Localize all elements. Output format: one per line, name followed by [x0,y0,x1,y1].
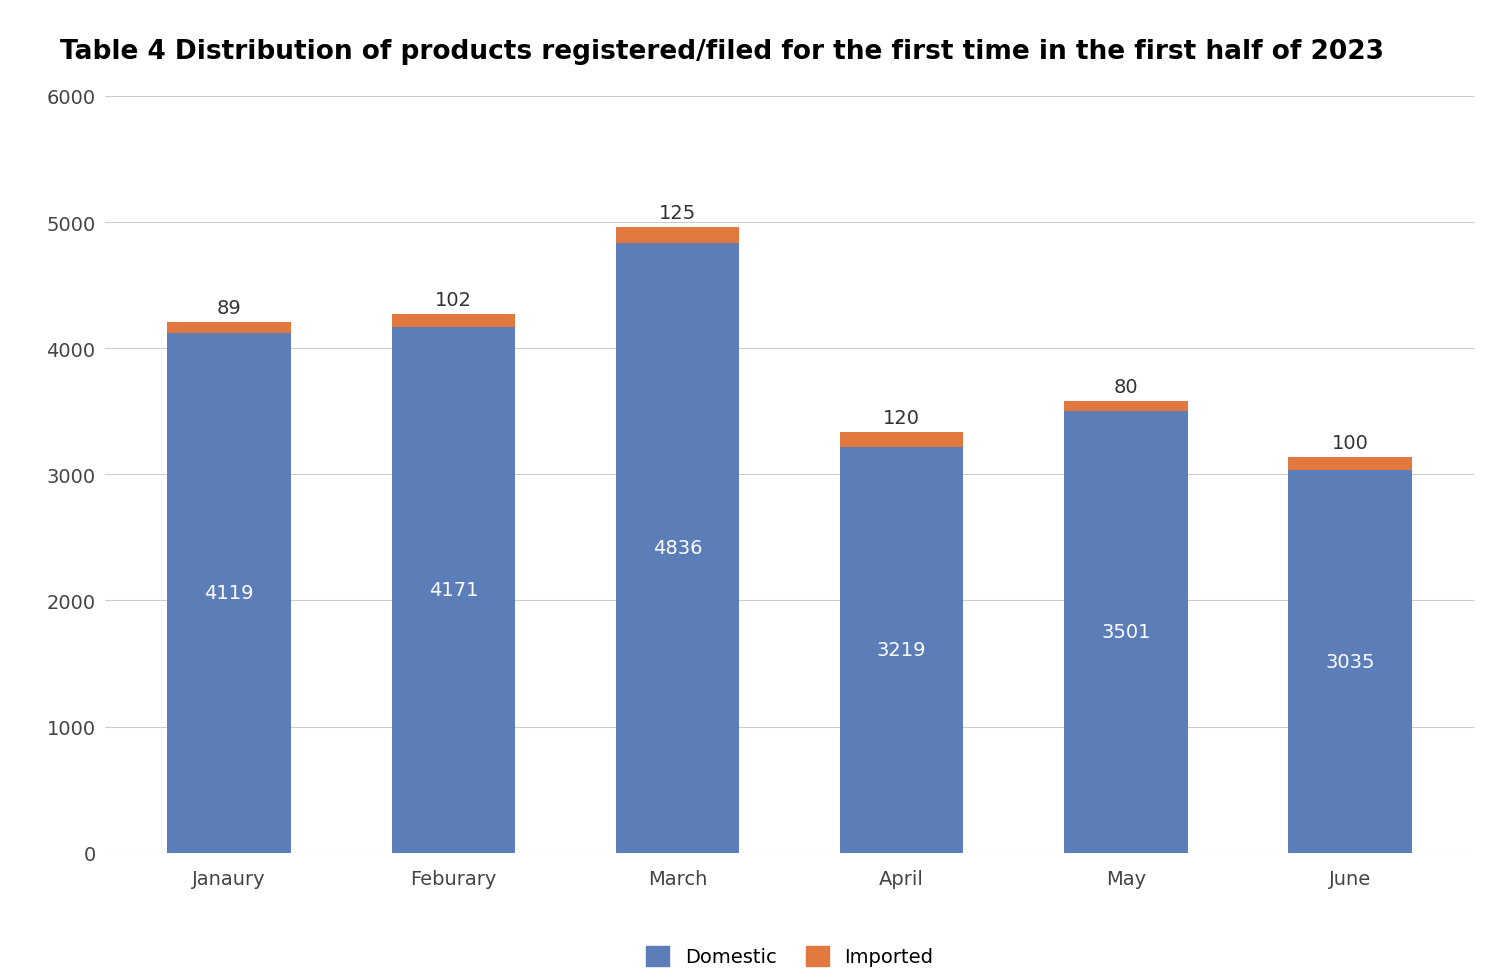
Text: 4836: 4836 [653,539,702,557]
Text: 125: 125 [659,203,696,223]
Bar [1065,401,1188,412]
Text: 100: 100 [1331,434,1369,453]
Text: 80: 80 [1113,378,1139,396]
Bar [615,228,738,243]
Bar [1289,457,1412,470]
Bar [1289,470,1412,853]
Bar [391,315,514,328]
Bar [841,432,964,448]
Bar [167,323,290,334]
Bar [1065,412,1188,853]
Bar [391,328,514,853]
Text: Table 4 Distribution of products registered/filed for the first time in the firs: Table 4 Distribution of products registe… [60,39,1384,65]
Text: 4171: 4171 [429,580,478,600]
Text: 120: 120 [883,408,920,427]
Text: 102: 102 [435,291,472,309]
Text: 4119: 4119 [205,583,254,603]
Text: 3501: 3501 [1101,623,1151,641]
Bar [167,334,290,853]
Bar [841,448,964,853]
Text: 3219: 3219 [877,641,926,660]
Text: 3035: 3035 [1325,652,1375,672]
Bar [615,243,738,853]
Legend: Domestic, Imported: Domestic, Imported [638,938,942,969]
Text: 89: 89 [217,298,242,318]
